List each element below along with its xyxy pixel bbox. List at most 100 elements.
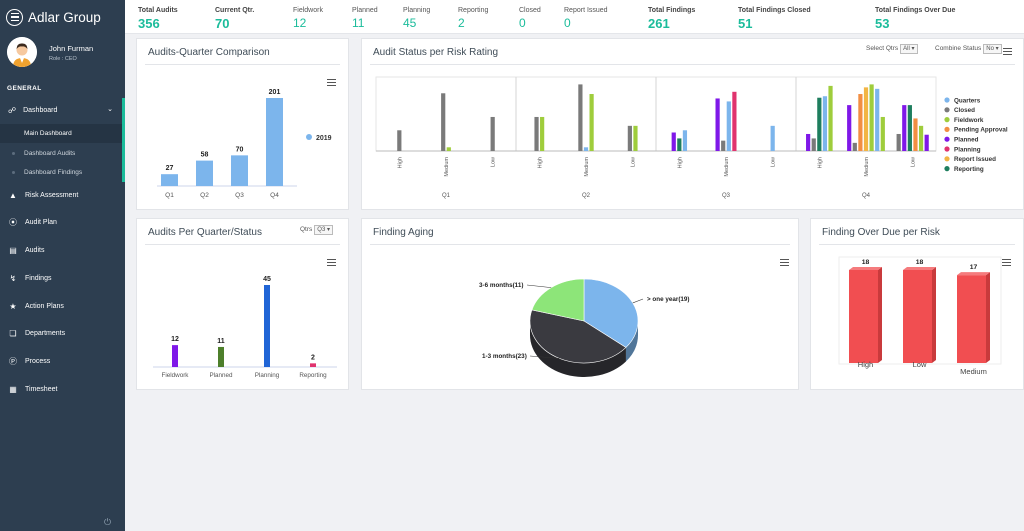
bar (806, 133, 811, 151)
overdue-risk-chart: 18 High 18 Low 17 Medium (838, 256, 1002, 376)
stat-fieldwork[interactable]: Fieldwork 12 (280, 0, 323, 34)
risk-tick-label: Medium (724, 157, 730, 177)
data-label: 45 (263, 276, 271, 283)
stat-closed[interactable]: Closed 0 (506, 0, 541, 34)
bar (817, 97, 822, 151)
bar (852, 142, 857, 151)
bar (540, 116, 545, 151)
menu-toggle-icon[interactable] (6, 8, 23, 26)
bar (266, 98, 283, 186)
bar-top (957, 272, 990, 276)
bar (715, 98, 720, 151)
bar-side (878, 267, 882, 363)
combine-status-dropdown[interactable]: No ▾ (983, 44, 1002, 54)
data-label: 11 (217, 338, 225, 345)
user-panel: John Furman Role : CEO (0, 34, 125, 74)
card-overdue-risk: Finding Over Due per Risk 18 High 18 Low 17 M… (810, 218, 1024, 390)
risk-tick-label: High (397, 157, 403, 168)
nav-timesheet[interactable]: ▦ Timesheet (0, 379, 125, 399)
bar (627, 125, 632, 151)
stat-total-findings-overdue[interactable]: Total Findings Over Due 53 (862, 0, 955, 34)
nav-dashboard-findings-label: Dashboard Findings (24, 169, 83, 176)
compass-icon: ⦿ (9, 217, 17, 227)
bar (828, 85, 833, 151)
chart-menu-icon[interactable] (780, 259, 789, 266)
select-qtrs-dropdown[interactable]: All ▾ (900, 44, 918, 54)
bar (671, 132, 676, 151)
nav-audit-plan[interactable]: ⦿ Audit Plan (0, 212, 125, 232)
nav-findings[interactable]: ↯ Findings (0, 268, 125, 288)
bar (822, 96, 828, 151)
chart-menu-icon[interactable] (1003, 48, 1012, 55)
chart-menu-icon[interactable] (327, 79, 336, 86)
divider (370, 64, 1015, 65)
stat-planned[interactable]: Planned 11 (339, 0, 378, 34)
clone-icon: ❏ (9, 328, 17, 338)
bar (218, 346, 224, 367)
nav-main-dashboard[interactable]: Main Dashboard (0, 124, 122, 143)
stat-value: 70 (215, 16, 230, 31)
bar (196, 160, 213, 186)
star-icon: ★ (9, 301, 17, 311)
sidebar: Adlar Group John Furman Role : CEO GENER… (0, 0, 125, 531)
nav-dashboard[interactable]: ☍ Dashboard ⌄ (0, 98, 125, 122)
stat-total-findings[interactable]: Total Findings 261 (635, 0, 695, 34)
stat-total-audits[interactable]: Total Audits 356 (125, 0, 178, 34)
bar (397, 130, 402, 151)
nav-dashboard-audits[interactable]: Dashboard Audits (0, 144, 122, 163)
data-label: 2 (311, 354, 315, 361)
stat-value: 0 (519, 16, 526, 30)
tick-label: Low (913, 360, 927, 369)
pie-label: 1-3 months(23) (482, 353, 527, 360)
chart-menu-icon[interactable] (327, 259, 336, 266)
stat-current-qtr[interactable]: Current Qtr. 70 (202, 0, 254, 34)
nav-audits[interactable]: ▤ Audits (0, 240, 125, 260)
qtrs-dropdown[interactable]: Q3 ▾ (314, 225, 333, 235)
stat-value: 51 (738, 16, 753, 31)
group-label: Q2 (582, 193, 591, 199)
warning-icon: ▲ (9, 190, 17, 200)
stat-label: Fieldwork (293, 7, 323, 14)
legend-marker (944, 107, 950, 113)
risk-status-chart: Q1 High Medium Low Q2 High Medium Low Q3 High Medi… (375, 76, 1008, 199)
stat-label: Total Findings Over Due (875, 7, 956, 14)
nav-dashboard-findings[interactable]: Dashboard Findings (0, 163, 122, 182)
qtrs-control: Qtrs Q3 ▾ (300, 225, 333, 235)
stat-value: 261 (648, 16, 670, 31)
pie-slice (531, 278, 585, 322)
stat-value: 11 (352, 16, 365, 30)
bar (534, 116, 539, 151)
nav-risk-assessment[interactable]: ▲ Risk Assessment (0, 185, 125, 205)
stat-label: Reporting (458, 7, 489, 14)
chevron-down-icon[interactable]: ⌄ (107, 106, 113, 113)
stat-total-findings-closed[interactable]: Total Findings Closed 51 (725, 0, 811, 34)
bar (264, 285, 270, 367)
card-title: Audit Status per Risk Rating (373, 47, 499, 58)
data-label: 201 (269, 89, 281, 96)
bar-top (903, 267, 936, 270)
divider (370, 244, 790, 245)
group-label: Q3 (722, 193, 731, 199)
nav-label: Timesheet (25, 385, 58, 393)
legend-label: Closed (954, 107, 975, 114)
nav-departments[interactable]: ❏ Departments (0, 323, 125, 343)
combine-status-value: No (986, 46, 994, 52)
bar-side (932, 267, 936, 363)
nav-process[interactable]: Ⓟ Process (0, 351, 125, 371)
legend-label: Reporting (954, 166, 984, 173)
stat-reporting[interactable]: Reporting 2 (445, 0, 488, 34)
chart-menu-icon[interactable] (1002, 259, 1011, 266)
nav-main-dashboard-label: Main Dashboard (24, 130, 72, 137)
stat-planning[interactable]: Planning 45 (390, 0, 430, 34)
pie-side (625, 321, 638, 362)
nav-action-plans[interactable]: ★ Action Plans (0, 296, 125, 316)
select-qtrs-label: Select Qtrs (866, 45, 899, 52)
power-icon[interactable]: ⏻ (104, 517, 112, 527)
avatar[interactable] (7, 37, 37, 67)
nav-label: Departments (25, 329, 66, 337)
legend-label: Planning (954, 146, 981, 153)
stat-report-issued[interactable]: Report Issued 0 (551, 0, 608, 34)
pie-side (530, 321, 626, 377)
risk-tick-label: Low (631, 157, 637, 167)
stat-label: Planned (352, 7, 378, 14)
